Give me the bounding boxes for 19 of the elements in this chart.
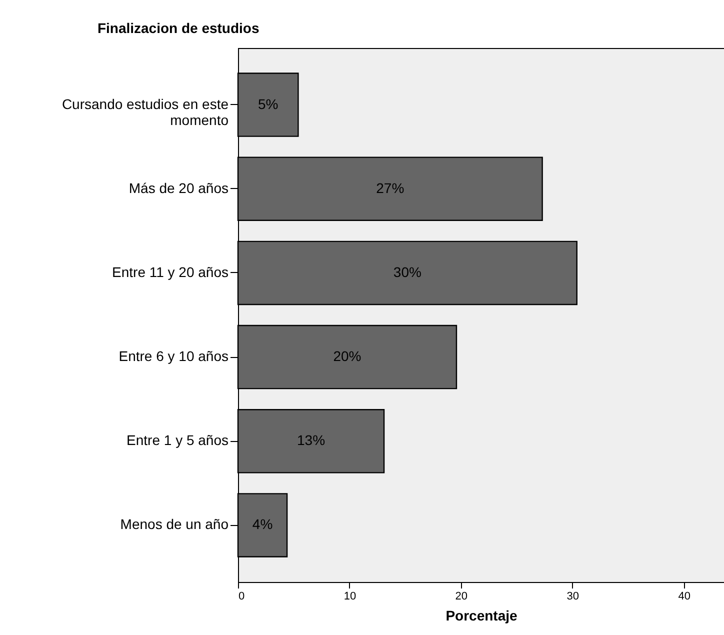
data-label: 5% xyxy=(258,96,278,112)
x-tick-label: 0 xyxy=(238,590,245,602)
y-tick-label: Entre 11 y 20 años xyxy=(112,264,228,280)
chart-title: Finalizacion de estudios xyxy=(97,20,260,36)
y-tick-label: Menos de un año xyxy=(120,516,229,532)
x-axis-title: Porcentaje xyxy=(446,608,518,624)
x-tick-label: 30 xyxy=(566,590,580,602)
x-tick-label: 20 xyxy=(455,590,468,602)
y-tick-label: Más de 20 años xyxy=(128,180,228,196)
x-tick-label: 10 xyxy=(344,590,356,602)
y-tick-label: Entre 6 y 10 años xyxy=(118,348,228,364)
y-tick-label: Cursando estudios en este momento xyxy=(62,96,229,128)
data-label: 13% xyxy=(296,432,326,448)
x-tick-label: 40 xyxy=(678,590,690,602)
data-label: 4% xyxy=(252,516,273,532)
y-tick-label: Entre 1 y 5 años xyxy=(126,432,228,448)
data-label: 20% xyxy=(333,348,362,364)
data-label: 30% xyxy=(393,264,422,280)
data-label: 27% xyxy=(376,180,404,196)
